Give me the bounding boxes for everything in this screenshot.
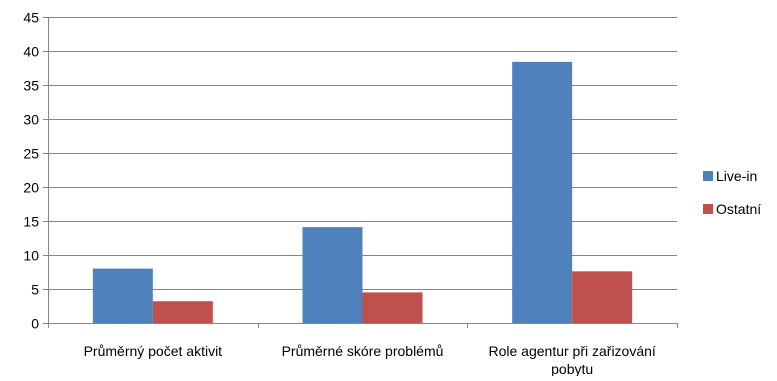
bar-live-in-0 [92,268,153,323]
legend-label: Live-in [716,168,757,184]
bar-ostatn--2 [572,271,633,323]
y-tick-label: 15 [23,214,39,230]
y-tick-label: 45 [23,10,39,26]
x-category-label: Průměrný počet aktivit [84,343,223,359]
x-category-label: Průměrné skóre problémů [282,343,444,359]
legend-swatch [703,204,713,214]
bar-live-in-2 [512,61,573,323]
y-tick-label: 30 [23,112,39,128]
y-tick-label: 35 [23,78,39,94]
y-tick-label: 10 [23,248,39,264]
y-tick-label: 40 [23,44,39,60]
y-tick-label: 25 [23,146,39,162]
y-tick-label: 5 [31,282,39,298]
bar-ostatn--0 [152,301,213,323]
x-category-label: Role agentur při zařizování [489,343,656,359]
y-tick-label: 20 [23,180,39,196]
legend-label: Ostatní [716,201,761,217]
bar-ostatn--1 [362,292,423,323]
x-category-label: pobytu [551,361,593,376]
legend-swatch [703,171,713,181]
bar-live-in-1 [302,227,363,323]
y-tick-label: 0 [31,316,39,332]
